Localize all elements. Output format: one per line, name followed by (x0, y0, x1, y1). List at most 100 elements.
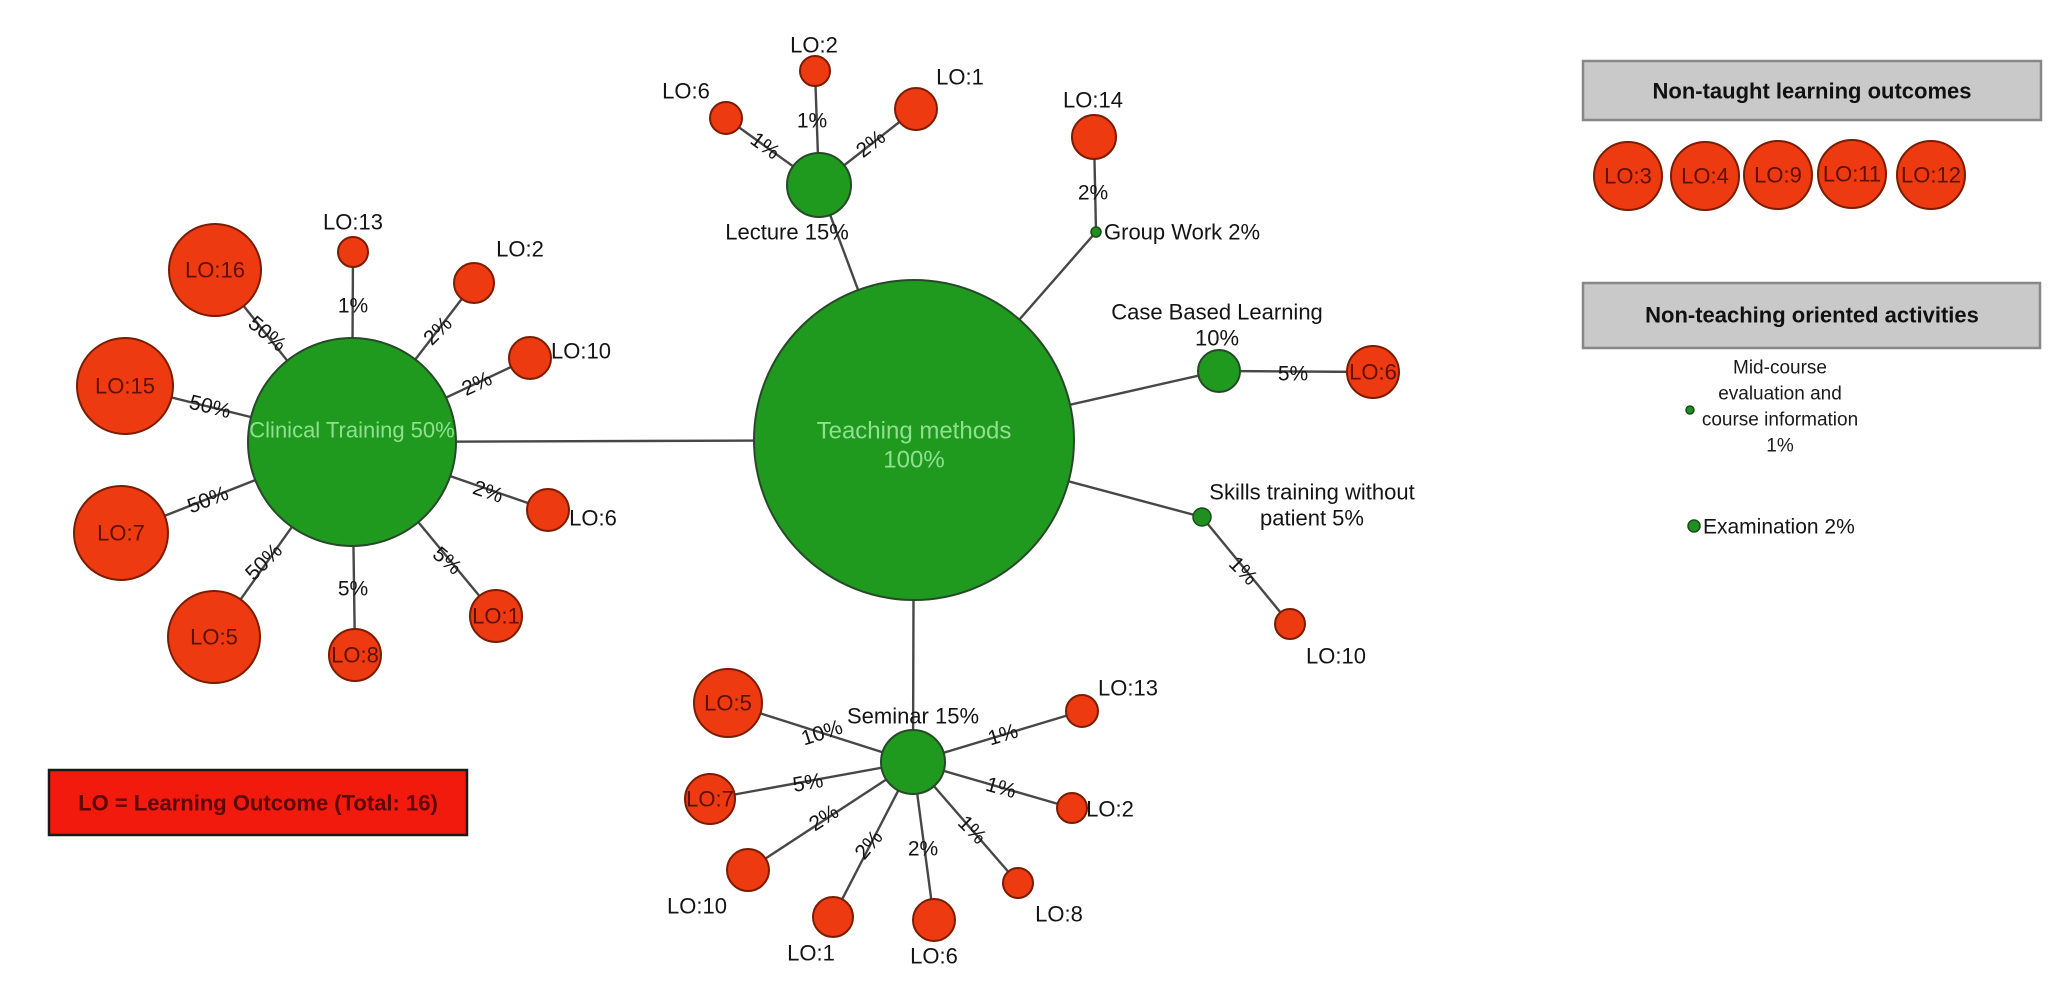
seminar-lo13-label: LO:13 (1098, 676, 1158, 701)
teaching-value: 100% (883, 447, 944, 474)
teaching-label: Teaching methods (817, 418, 1012, 445)
edge-label: 2% (458, 367, 495, 401)
seminar-lo8-node (1002, 867, 1034, 899)
seminar-lo2-node (1056, 792, 1088, 824)
clinical-lo10-label: LO:10 (551, 339, 611, 364)
non-teaching-header-box (1581, 281, 2042, 350)
edge-seminar-lo7 (709, 760, 914, 801)
seminar-lo10-node (726, 848, 770, 892)
seminar-lo6-node (912, 898, 956, 942)
nontaught-lo11-node (1817, 139, 1887, 209)
edge-label: 5% (338, 578, 368, 601)
nontaught-lo3-label: LO:3 (1604, 164, 1652, 189)
clinical-lo8-node (328, 628, 382, 682)
casebased-label: Case Based Learning (1111, 300, 1323, 325)
nontaught-lo4-node (1670, 141, 1740, 211)
midcourse-line: evaluation and (1718, 384, 1842, 405)
casebased-node (1197, 349, 1241, 393)
lecture-node (786, 152, 852, 218)
skills-label: Skills training without (1209, 480, 1414, 505)
lecture-label: Lecture 15% (725, 220, 849, 245)
skills-node (1192, 507, 1212, 527)
edge-label: 5% (1278, 363, 1308, 386)
clinical-lo5-label: LO:5 (190, 625, 238, 650)
clinical-lo2-node (453, 262, 495, 304)
node-labels: Teaching methods 100% Clinical Training … (95, 33, 1415, 969)
clinical-lo6-node (526, 488, 570, 532)
seminar-lo7-node (684, 773, 736, 825)
seminar-lo8-label: LO:8 (1035, 902, 1083, 927)
nodes (73, 55, 1400, 942)
edge-label: 10% (798, 716, 845, 751)
examination-node (1687, 519, 1701, 533)
clinical-lo15-label: LO:15 (95, 374, 155, 399)
edge-label: 1% (953, 811, 991, 849)
edge-label: 2% (1078, 182, 1108, 205)
casebased-lo6-node (1346, 345, 1400, 399)
clinical-node (247, 337, 457, 547)
edge-label: 1% (985, 720, 1021, 751)
groupwork-node (1090, 226, 1102, 238)
groupwork-lo14-node (1071, 114, 1117, 160)
nontaught-lo9-label: LO:9 (1754, 163, 1802, 188)
edge-label: 2% (852, 126, 890, 163)
clinical-lo5-node (167, 590, 261, 684)
nontaught-lo12-node (1896, 140, 1966, 210)
non-taught-title: Non-taught learning outcomes (1653, 79, 1972, 104)
midcourse-line: Mid-course (1733, 358, 1827, 379)
seminar-lo2-label: LO:2 (1086, 797, 1134, 822)
edge-label: 2% (850, 826, 887, 864)
lecture-lo1-node (894, 87, 938, 131)
seminar-lo1-node (812, 896, 854, 938)
edge-label: 1% (983, 773, 1019, 803)
clinical-lo6-label: LO:6 (569, 506, 617, 531)
seminar-lo5-node (693, 668, 763, 738)
edge-label: 1% (746, 128, 784, 164)
clinical-lo13-label: LO:13 (323, 210, 383, 235)
lecture-lo1-label: LO:1 (936, 65, 984, 90)
non-teaching-title: Non-teaching oriented activities (1645, 303, 1979, 328)
seminar-lo6-label: LO:6 (910, 944, 958, 969)
lecture-lo2-node (799, 55, 831, 87)
clinical-lo16-node (168, 223, 262, 317)
clinical-lo15-node (76, 337, 174, 435)
nontaught-lo9-node (1743, 140, 1813, 210)
edge-label: 50% (187, 391, 233, 423)
lo-legend: LO = Learning Outcome (Total: 16) (47, 768, 469, 837)
clinical-lo7-label: LO:7 (97, 521, 145, 546)
lo-legend-text: LO = Learning Outcome (Total: 16) (78, 791, 438, 816)
edge-skills-lo10 (1201, 516, 1291, 625)
clinical-lo13-node (337, 236, 369, 268)
midcourse-line: course information (1702, 410, 1858, 431)
seminar-lo7-label: LO:7 (686, 787, 734, 812)
edge-label: 2% (470, 476, 506, 508)
seminar-lo13-node (1065, 694, 1099, 728)
edge-label: 2% (419, 312, 457, 350)
seminar-lo1-label: LO:1 (787, 941, 835, 966)
seminar-label: Seminar 15% (847, 704, 979, 729)
edge-label: 1% (797, 110, 827, 133)
nontaught-lo12-label: LO:12 (1901, 163, 1961, 188)
seminar-lo5-label: LO:5 (704, 691, 752, 716)
clinical-lo16-label: LO:16 (185, 258, 245, 283)
clinical-label: Clinical Training 50% (249, 418, 454, 443)
edge-label: 50% (241, 539, 287, 585)
nontaught-lo3-node (1593, 141, 1663, 211)
edge-label: 2% (908, 838, 938, 861)
skills-value: patient 5% (1260, 506, 1364, 531)
clinical-lo7-node (73, 485, 169, 581)
edge-label: 50% (184, 482, 231, 519)
non-taught-header-box (1581, 59, 2043, 122)
nontaught-lo11-label: LO:11 (1823, 162, 1881, 187)
clinical-lo2-label: LO:2 (496, 237, 544, 262)
seminar-lo10-label: LO:10 (667, 894, 727, 919)
clinical-lo8-label: LO:8 (331, 643, 379, 668)
skills-lo10-node (1274, 608, 1306, 640)
clinical-lo10-node (508, 336, 552, 380)
groupwork-label: Group Work 2% (1104, 220, 1260, 245)
teaching-node (753, 279, 1075, 601)
lecture-lo2-label: LO:2 (790, 33, 838, 58)
lecture-lo6-label: LO:6 (662, 79, 710, 104)
